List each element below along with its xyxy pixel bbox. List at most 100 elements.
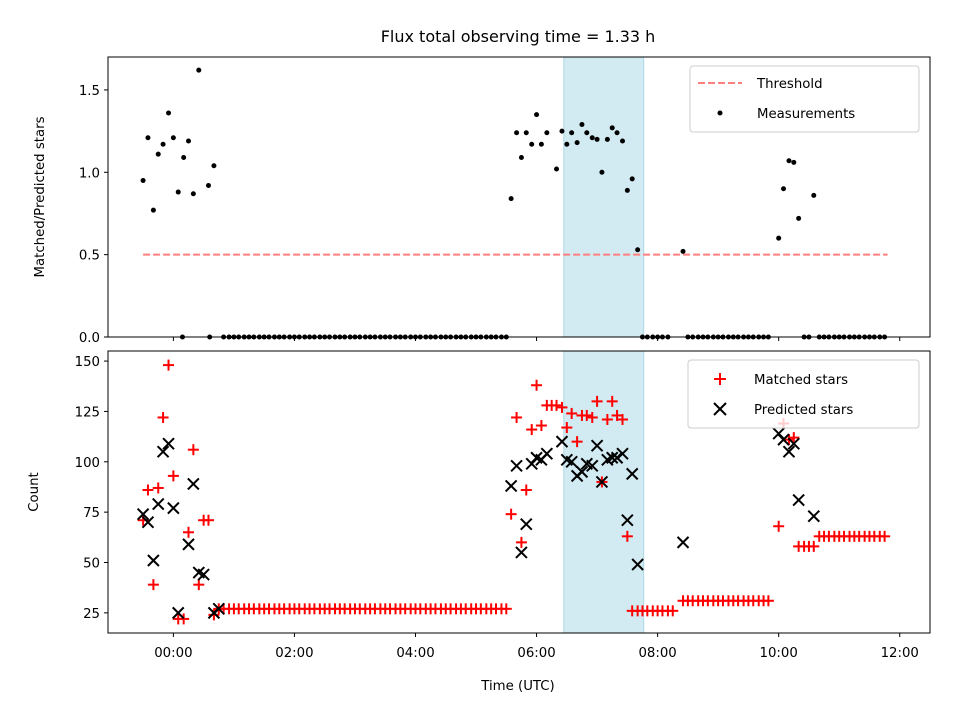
predicted-star-point [162,437,175,450]
measurement-point [205,182,211,188]
matched-star-point [511,411,523,423]
predicted-star-point [565,455,578,468]
predicted-star-point [187,477,200,491]
measurement-point [796,215,802,221]
measurement-point [529,141,535,147]
measurements-legend-label: Measurements [757,107,855,122]
predicted-star-point [212,602,225,616]
predicted-star-point [631,558,644,571]
measurement-point [211,163,217,169]
matched-star-point [879,530,891,542]
top-highlight-span [563,56,645,338]
measurement-point [181,154,187,160]
measurement-point [594,136,600,142]
measurement-point [574,140,580,146]
predicted-star-point [156,445,170,458]
top-axes-frame [107,56,931,338]
bottom-y-tick-label: 25 [83,607,100,622]
bottom-y-tick-label: 100 [75,456,100,471]
measurement-point [186,138,192,144]
bottom-axes-frame [107,350,931,634]
predicted-star-point [787,437,801,450]
matched-star-point [183,526,195,538]
measurement-point [538,141,544,147]
matched-star-point [591,395,603,407]
measurement-point [145,135,151,141]
predicted-star-point [610,451,624,464]
predicted-star-point [147,554,160,567]
matched-star-point [808,540,820,552]
top-y-tick-label: 1.0 [79,166,100,181]
matched-star-point [581,409,593,421]
matched-legend-swatch [714,373,726,385]
measurement-point [190,191,196,197]
predicted-star-point [167,501,180,515]
measurement-point [170,135,176,141]
matched-star-point [566,407,578,419]
x-tick-label: 10:00 [760,646,798,661]
measurement-point [579,122,585,128]
x-tick-label: 08:00 [638,646,676,661]
matched-star-point [147,579,159,591]
measurement-point [514,130,520,136]
figure-title: Flux total observing time = 1.33 h [381,27,656,46]
measurement-point [534,112,540,118]
measurement-point [781,186,787,192]
predicted-star-point [510,459,523,473]
matched-star-point [667,605,679,617]
top-legend-box [689,65,920,133]
bottom-y-tick-label: 50 [83,557,100,572]
bottom-panel: 25 50 75 100 125 150 00:00 02:00 04:00 06:00 08:00… [27,350,931,694]
measurement-point [155,151,161,157]
top-y-tick-label: 0.0 [79,331,100,346]
predicted-star-point [606,451,619,464]
predicted-star-point [807,509,820,523]
measurement-point [564,141,570,147]
matched-star-point [601,413,613,425]
measurement-point [196,67,202,73]
matched-star-point [762,595,774,607]
measurements-legend-swatch [717,110,723,116]
matched-star-point [561,422,573,434]
measurement-point [589,135,595,141]
measurement-point [635,247,641,253]
predicted-star-point [197,568,210,581]
measurement-point [150,207,156,213]
matched-star-point [520,484,532,496]
predicted-star-point [676,536,690,549]
measurement-point [604,136,610,142]
top-panel: 0.0 0.5 1.0 1.5 Matched/Predicted stars Thr… [33,56,931,346]
matched-star-point [167,470,179,482]
bottom-legend: Matched stars Predicted stars [687,359,920,429]
matched-legend-label: Matched stars [754,373,848,388]
measurement-point [624,187,630,193]
matched-star-point [526,424,538,436]
measurement-point [614,130,620,136]
measurement-point [609,125,615,131]
matched-star-point [586,411,598,423]
matched-star-point [773,520,785,532]
matched-star-point [621,530,633,542]
predicted-star-point [590,439,604,452]
predicted-star-point [515,546,528,559]
measurement-point [776,235,782,241]
x-axis-label: Time (UTC) [480,679,555,694]
matched-star-point [202,514,214,526]
matched-star-point [157,411,169,423]
predicted-star-point [152,497,165,511]
matched-star-point [505,508,517,520]
matched-star-point [551,399,563,411]
measurement-point [554,166,560,172]
measurement-point [140,178,146,184]
predicted-star-point [504,479,518,493]
matched-star-point [531,379,543,391]
top-y-axis-label: Matched/Predicted stars [33,116,48,277]
matched-star-point [163,359,175,371]
measurement-point [620,138,626,144]
predicted-star-point [141,516,155,529]
predicted-star-point [616,447,629,460]
bottom-ticks: 25 50 75 100 125 150 00:00 02:00 04:00 06:00 08:00… [75,355,919,661]
matched-star-point [152,482,164,494]
predicted-star-point [782,445,796,458]
